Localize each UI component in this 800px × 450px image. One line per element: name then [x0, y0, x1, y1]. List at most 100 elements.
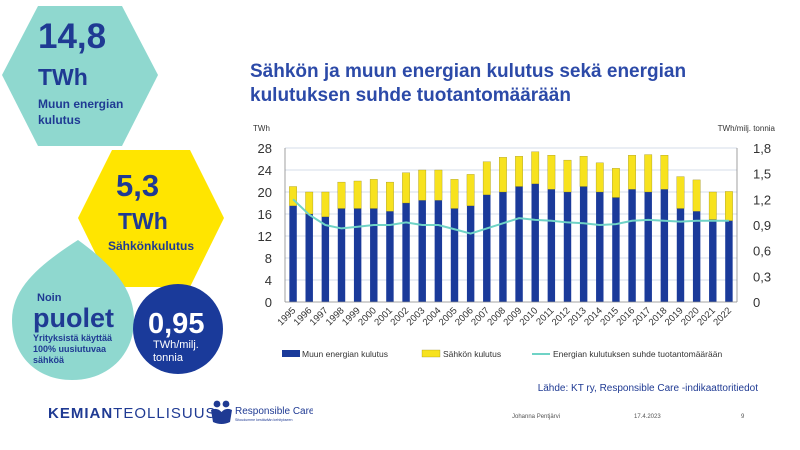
- bar-electricity: [369, 179, 378, 209]
- y-tick-right: 1,5: [753, 167, 771, 182]
- bar-other-energy: [644, 192, 652, 302]
- bar-electricity: [595, 162, 604, 193]
- bar-other-energy: [725, 220, 733, 302]
- legend-label-other-energy: Muun energian kulutus: [302, 349, 388, 359]
- bar-other-energy: [483, 194, 491, 302]
- rc-sub: Sitoudumme kestävään kehitykseen: [235, 418, 293, 422]
- bar-electricity: [321, 191, 330, 217]
- bar-other-energy: [563, 192, 572, 302]
- bar-other-energy: [531, 183, 539, 302]
- legend-label-electricity: Sähkön kulutus: [443, 349, 501, 359]
- kpi-hexagon-other-energy: [2, 6, 158, 146]
- bar-other-energy: [579, 186, 588, 302]
- legend-swatch-other-energy: [282, 350, 300, 357]
- rc-name: Responsible Care: [235, 406, 313, 417]
- responsible-care-logo: Responsible Care Sitoudumme kestävään ke…: [211, 400, 313, 424]
- bar-electricity: [289, 186, 297, 206]
- bar-other-energy: [596, 192, 604, 302]
- bar-electricity: [353, 180, 362, 209]
- kpi-ratio-unit: TWh/milj. tonnia: [153, 339, 199, 364]
- y-tick-right: 1,8: [753, 141, 771, 156]
- bar-electricity: [563, 159, 572, 193]
- y-tick-left: 20: [258, 185, 272, 200]
- bar-electricity: [612, 168, 620, 198]
- bar-electricity: [708, 191, 717, 220]
- kpi-renewable-big: puolet: [33, 303, 114, 333]
- kpi-circle-ratio: [133, 284, 223, 374]
- bar-other-energy: [402, 203, 410, 302]
- bar-electricity: [644, 154, 653, 193]
- kemianteollisuus-logo: KEMIANTEOLLISUUS: [48, 405, 217, 422]
- y-tick-right: 0,6: [753, 244, 771, 259]
- bar-electricity: [434, 169, 443, 201]
- kpi-electricity-unit: TWh: [118, 208, 168, 234]
- footer-date: 17.4.2023: [634, 414, 661, 420]
- bar-electricity: [482, 161, 491, 195]
- y-tick-left: 8: [265, 251, 272, 266]
- y-axis-right-label: TWh/milj. tonnia: [718, 124, 776, 133]
- bar-electricity: [628, 155, 636, 190]
- y-tick-left: 12: [258, 229, 272, 244]
- bar-electricity: [676, 176, 685, 209]
- y-tick-left: 0: [265, 295, 272, 310]
- bar-other-energy: [321, 216, 330, 302]
- y-tick-left: 4: [265, 273, 272, 288]
- bar-electricity: [305, 191, 314, 215]
- bar-other-energy: [628, 189, 636, 302]
- bar-electricity: [547, 155, 556, 190]
- y-tick-right: 0,9: [753, 218, 771, 233]
- bar-electricity: [531, 151, 540, 184]
- kpi-electricity-value: 5,3: [116, 168, 159, 203]
- brand-rest: TEOLLISUUS: [113, 405, 217, 422]
- ratio-line: [292, 198, 729, 235]
- bar-electricity: [402, 172, 410, 204]
- kpi-renewable-text: Yrityksistä käyttää 100% uusiutuvaa sähköä: [33, 333, 113, 365]
- responsible-care-hands-icon: [211, 400, 232, 424]
- bar-other-energy: [370, 208, 378, 302]
- bar-other-energy: [353, 208, 362, 302]
- y-tick-left: 28: [258, 141, 272, 156]
- kpi-electricity-label: Sähkönkulutus: [108, 239, 194, 253]
- bar-electricity: [466, 174, 475, 206]
- bar-other-energy: [515, 186, 523, 302]
- bar-other-energy: [450, 208, 459, 302]
- kpi-other-energy-label: Muun energian kulutus: [38, 97, 123, 127]
- bar-electricity: [692, 179, 701, 212]
- y-axis-left-label: TWh: [253, 124, 270, 133]
- energy-consumption-chart: TWh TWh/milj. tonnia 0 4 8 12 16 20 24 28 0 0,3 0,6 0…: [253, 124, 776, 359]
- legend-swatch-electricity: [421, 349, 441, 358]
- kpi-other-energy-value: 14,8: [38, 17, 106, 56]
- bar-other-energy: [337, 208, 346, 302]
- y-tick-right: 1,2: [753, 192, 771, 207]
- kpi-ratio-value: 0,95: [148, 308, 204, 340]
- kpi-renewable-prefix: Noin: [37, 292, 62, 304]
- bar-electricity: [499, 157, 507, 193]
- bar-other-energy: [709, 219, 717, 302]
- bar-electricity: [450, 179, 459, 209]
- bar-other-energy: [434, 200, 443, 302]
- footer-page-number: 9: [741, 414, 745, 420]
- kpi-infographic: 14,8 TWh Muun energian kulutus 5,3 TWh Sä…: [2, 6, 224, 380]
- bar-other-energy: [692, 211, 701, 302]
- bar-electricity: [337, 181, 346, 209]
- bar-other-energy: [289, 205, 297, 302]
- bar-other-energy: [676, 208, 685, 302]
- bar-other-energy: [499, 192, 507, 302]
- source-note: Lähde: KT ry, Responsible Care -indikaat…: [537, 383, 758, 394]
- bar-electricity: [579, 156, 588, 187]
- footer-author: Johanna Pentjärvi: [512, 414, 561, 420]
- y-tick-left: 24: [258, 163, 272, 178]
- bar-other-energy: [660, 189, 669, 302]
- bar-electricity: [386, 181, 394, 212]
- brand-bold: KEMIAN: [48, 405, 114, 422]
- y-tick-right: 0: [753, 295, 760, 310]
- kpi-droplet-renewable: [12, 240, 134, 380]
- bar-other-energy: [466, 205, 475, 302]
- bar-other-energy: [547, 189, 556, 302]
- bar-other-energy: [418, 200, 426, 302]
- y-tick-right: 0,3: [753, 269, 771, 284]
- chart-title: Sähkön ja muun energian kulutus sekä ene…: [250, 61, 687, 106]
- bar-other-energy: [386, 211, 394, 302]
- y-tick-left: 16: [258, 207, 272, 222]
- bar-electricity: [418, 169, 427, 201]
